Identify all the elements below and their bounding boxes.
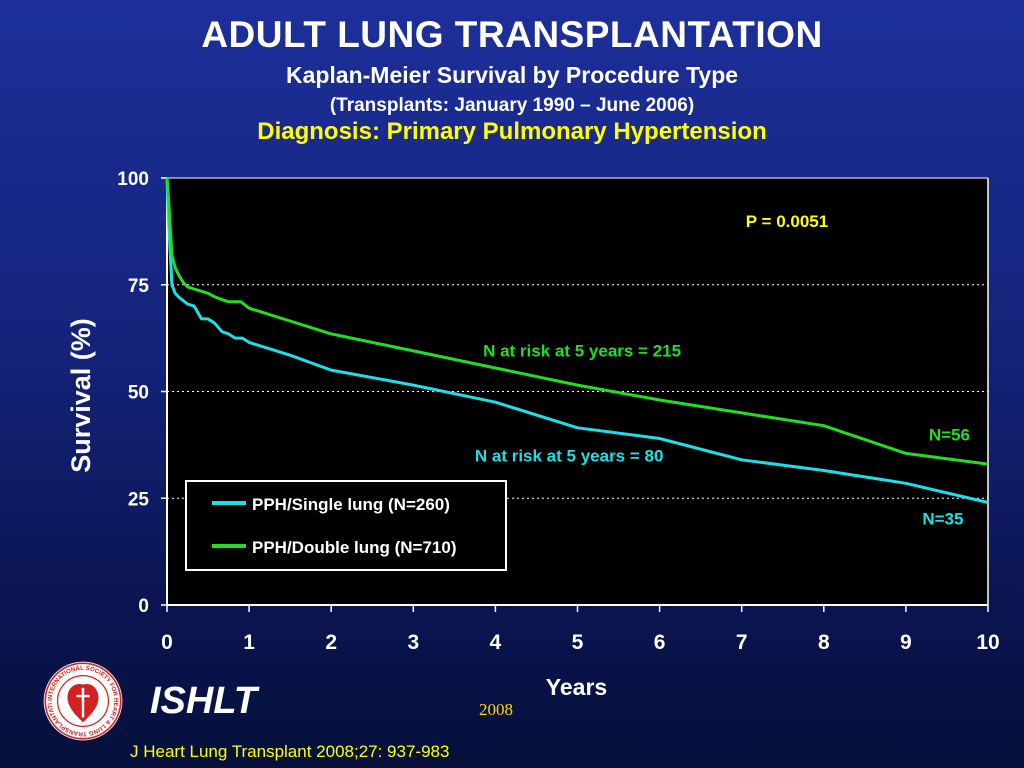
y-tick-label-75: 75 xyxy=(128,276,150,297)
ishlt-label: ISHLT xyxy=(150,680,257,722)
x-tick-label-10: 10 xyxy=(976,631,999,654)
diagnosis-label: Diagnosis: Primary Pulmonary Hypertensio… xyxy=(257,118,767,145)
publication-year: 2008 xyxy=(479,700,513,719)
x-tick-label-9: 9 xyxy=(900,631,912,654)
series-line-double-lung xyxy=(165,177,989,466)
annotation-4: N=35 xyxy=(922,509,963,528)
annotation-2: N=56 xyxy=(929,426,970,445)
ishlt-logo: INTERNATIONAL SOCIETY FOR HEART & LUNG T… xyxy=(42,660,123,741)
slide-title: ADULT LUNG TRANSPLANTATION xyxy=(201,14,823,55)
citation: J Heart Lung Transplant 2008;27: 937-983 xyxy=(130,742,450,761)
annotation-1: N at risk at 5 years = 215 xyxy=(483,341,681,360)
x-tick-label-4: 4 xyxy=(490,631,502,654)
x-tick-label-5: 5 xyxy=(572,631,584,654)
x-tick-label-1: 1 xyxy=(243,631,255,654)
x-tick-label-0: 0 xyxy=(161,631,173,654)
x-axis-label: Years xyxy=(546,674,607,700)
y-tick-label-25: 25 xyxy=(128,489,150,510)
x-tick-label-6: 6 xyxy=(654,631,666,654)
legend-label-double-lung: PPH/Double lung (N=710) xyxy=(252,538,457,557)
annotation-3: N at risk at 5 years = 80 xyxy=(475,447,664,466)
x-tick-label-3: 3 xyxy=(407,631,419,654)
x-tick-label-7: 7 xyxy=(736,631,748,654)
y-tick-label-0: 0 xyxy=(138,596,149,617)
y-axis-label: Survival (%) xyxy=(66,318,96,473)
annotation-0: P = 0.0051 xyxy=(746,212,828,231)
y-tick-label-100: 100 xyxy=(117,169,149,190)
chart-subtitle: Kaplan-Meier Survival by Procedure Type xyxy=(285,62,739,88)
y-tick-label-50: 50 xyxy=(128,383,149,404)
legend-label-single-lung: PPH/Single lung (N=260) xyxy=(252,495,450,514)
x-tick-label-8: 8 xyxy=(818,631,830,654)
x-tick-label-2: 2 xyxy=(325,631,337,654)
date-range: (Transplants: January 1990 – June 2006) xyxy=(329,95,695,116)
legend-box xyxy=(185,480,507,571)
series-line-single-lung xyxy=(165,177,989,504)
